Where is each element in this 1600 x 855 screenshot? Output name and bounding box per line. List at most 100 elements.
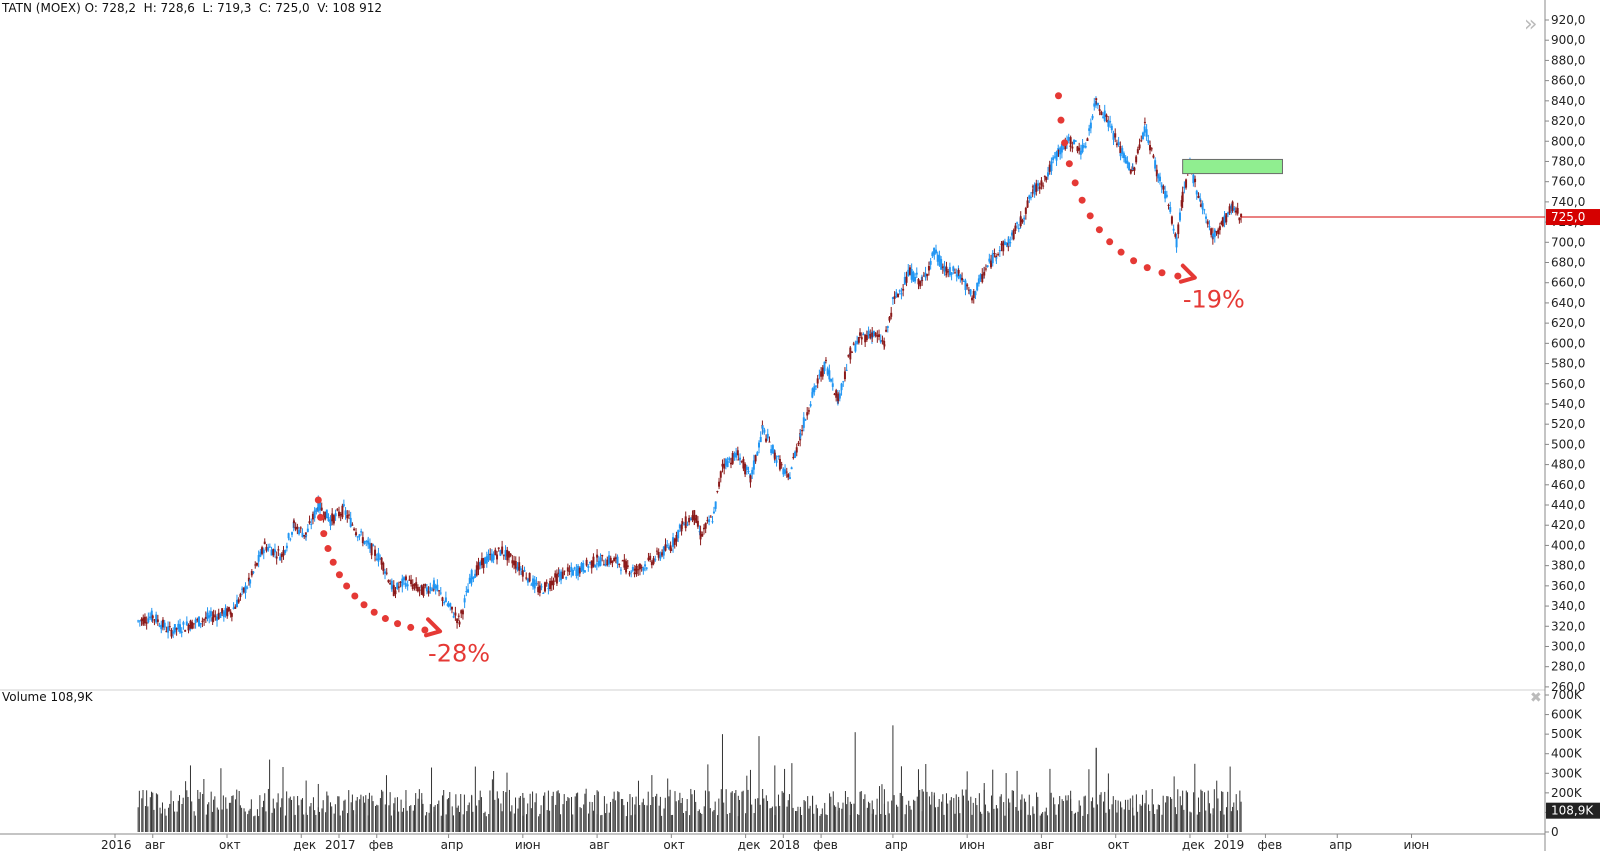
candle-body: [441, 597, 444, 601]
candle-body: [1192, 174, 1195, 184]
candle-body: [268, 546, 271, 548]
volume-tick-label: 200K: [1551, 786, 1583, 800]
candle-body: [807, 410, 810, 412]
annotation-dot: [1054, 92, 1062, 100]
candle-body: [447, 604, 450, 607]
candle-body: [582, 562, 585, 572]
candle-body: [575, 569, 578, 576]
time-tick-label: авг: [589, 838, 610, 851]
candle-body: [259, 551, 262, 557]
candle-body: [637, 569, 640, 571]
candle-body: [929, 260, 932, 265]
candle-body: [232, 607, 235, 609]
candle-body: [272, 549, 275, 556]
candle-body: [649, 555, 652, 560]
candle-body: [797, 442, 800, 444]
annotation-dot: [314, 496, 322, 504]
candle-body: [1122, 153, 1125, 159]
candle-body: [857, 337, 860, 343]
candle-body: [667, 546, 670, 549]
annotation-dot: [329, 558, 337, 566]
candle-body: [974, 291, 977, 296]
candle-body: [1042, 185, 1045, 187]
candle-body: [691, 515, 694, 520]
candle-body: [859, 332, 862, 336]
candle-body: [801, 430, 804, 432]
candle-body: [167, 626, 170, 633]
candle-body: [1010, 232, 1013, 236]
candle-body: [317, 499, 320, 512]
candle-body: [306, 528, 309, 532]
candle-body: [684, 516, 687, 529]
candle-body: [360, 531, 363, 533]
candle-body: [1048, 164, 1051, 172]
candle-body: [413, 583, 416, 586]
candle-body: [170, 630, 173, 637]
candle-body: [599, 557, 602, 566]
candle-body: [179, 624, 182, 633]
candle-body: [1129, 169, 1132, 174]
candle-body: [403, 577, 406, 581]
candle-body: [420, 585, 423, 595]
volume-tick-label: 400K: [1551, 747, 1583, 761]
candle-body: [410, 579, 413, 585]
candle-body: [1128, 162, 1131, 171]
candle-body: [983, 271, 986, 276]
candle-body: [669, 545, 672, 551]
candle-body: [672, 537, 675, 547]
candle-body: [1225, 213, 1228, 223]
candle-body: [227, 607, 230, 612]
candle-body: [577, 565, 580, 576]
candle-body: [869, 333, 872, 339]
candle-body: [401, 578, 404, 587]
candle-body: [845, 369, 848, 371]
candle-body: [180, 631, 183, 634]
candle-body: [780, 464, 783, 466]
candle-body: [1016, 222, 1019, 224]
candle-body: [1073, 139, 1076, 145]
candle-body: [1236, 208, 1239, 214]
time-tick-label: окт: [1108, 838, 1130, 851]
candle-body: [552, 580, 555, 586]
candle-body: [915, 272, 918, 275]
candle-body: [695, 515, 698, 523]
candle-body: [1197, 195, 1200, 198]
candle-body: [604, 563, 607, 567]
candle-body: [415, 582, 418, 589]
candle-body: [763, 429, 766, 433]
close-icon[interactable]: ✖: [1530, 690, 1542, 706]
time-tick-label: 2016: [101, 838, 132, 851]
candle-body: [594, 565, 597, 567]
candle-body: [606, 559, 609, 565]
candle-body: [890, 312, 893, 317]
candle-body: [1199, 198, 1202, 202]
candle-body: [275, 556, 278, 559]
candle-body: [365, 541, 368, 543]
candle-body: [320, 507, 323, 511]
candle-body: [172, 631, 175, 634]
candle-body: [216, 616, 219, 621]
candle-body: [1121, 148, 1124, 154]
candle-body: [1040, 180, 1043, 186]
candle-body: [1233, 208, 1236, 211]
candle-body: [456, 618, 459, 624]
candle-body: [950, 272, 953, 275]
candle-body: [305, 534, 308, 537]
candle-body: [804, 419, 807, 421]
annotation-dot: [317, 513, 325, 521]
candle-body: [356, 536, 359, 538]
candle-body: [778, 458, 781, 470]
candle-body: [1081, 144, 1084, 152]
double-chevron-right-icon[interactable]: »: [1524, 12, 1538, 37]
candle-body: [903, 277, 906, 285]
candle-body: [163, 622, 166, 628]
candle-body: [592, 556, 595, 567]
candle-body: [886, 326, 889, 328]
candle-body: [277, 549, 280, 551]
candle-body: [979, 274, 982, 280]
candle-body: [1170, 216, 1173, 224]
candle-body: [142, 617, 145, 625]
time-tick-label: окт: [663, 838, 685, 851]
